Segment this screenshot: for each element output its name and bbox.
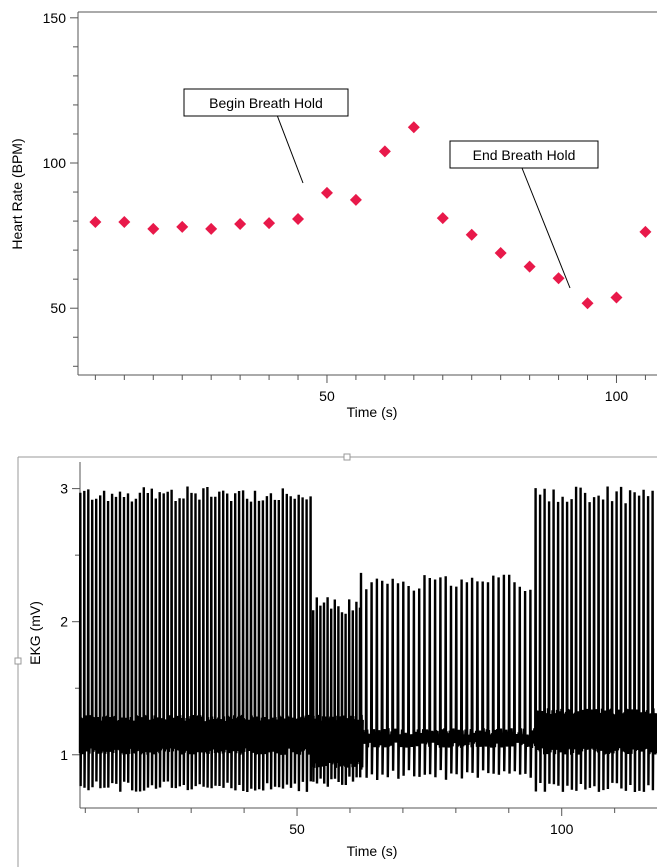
heart-rate-point [118,215,131,228]
heart-rate-point [465,228,478,241]
ekg-x-axis-title: Time (s) [347,843,398,859]
heart-rate-y-axis-title: Heart Rate (BPM) [9,138,25,249]
annotation-end-text: End Breath Hold [473,147,576,163]
annotation-begin-breath-hold: Begin Breath Hold [183,88,349,184]
heart-rate-tick-labels: 50 100 50 100 150 [43,10,629,404]
y-tick-label: 50 [50,300,66,316]
heart-rate-point [494,247,507,260]
y-tick-label: 100 [43,155,67,171]
heart-rate-point [349,193,362,206]
heart-rate-point [407,121,420,134]
heart-rate-point [610,291,623,304]
ekg-y-axis-title: EKG (mV) [27,601,43,665]
heart-rate-point [147,222,160,235]
heart-rate-point [89,215,102,228]
annotation-begin-box [183,88,349,117]
y-tick-label: 1 [60,747,68,763]
annotation-end-breath-hold: End Breath Hold [449,140,599,289]
y-tick-label: 150 [43,10,67,26]
ekg-frame-handle-top[interactable] [343,453,351,461]
ekg-frame-handle-left[interactable] [14,657,22,665]
heart-rate-point [581,297,594,310]
ekg-trace-line [78,486,657,793]
heart-rate-point [639,225,652,238]
y-tick-label: 3 [60,481,68,497]
ekg-frame [14,453,657,867]
heart-rate-point [436,212,449,225]
heart-rate-point [523,260,536,273]
heart-rate-point [205,222,218,235]
ekg-chart: 50 100 1 2 3 Time (s) EKG (mV) [14,453,657,867]
annotation-begin-text: Begin Breath Hold [209,95,323,111]
y-tick-label: 2 [60,614,68,630]
ekg-ticks [72,488,616,816]
heart-rate-point [263,217,276,230]
x-tick-label: 50 [289,821,305,837]
heart-rate-ticks [70,17,646,383]
annotation-end-leader [521,167,571,289]
heart-rate-x-axis-title: Time (s) [347,404,398,420]
heart-rate-point [234,217,247,230]
heart-rate-point [552,272,565,285]
ekg-tick-labels: 50 100 1 2 3 [60,481,573,837]
x-tick-label: 50 [319,388,335,404]
annotation-end-box [449,140,599,169]
heart-rate-points [89,121,652,310]
annotation-begin-leader [276,114,304,184]
x-tick-label: 100 [550,821,574,837]
heart-rate-point [176,220,189,233]
heart-rate-point [320,186,333,199]
x-tick-label: 100 [605,388,629,404]
heart-rate-point [378,145,391,158]
heart-rate-axes [77,11,657,376]
heart-rate-point [292,213,305,226]
